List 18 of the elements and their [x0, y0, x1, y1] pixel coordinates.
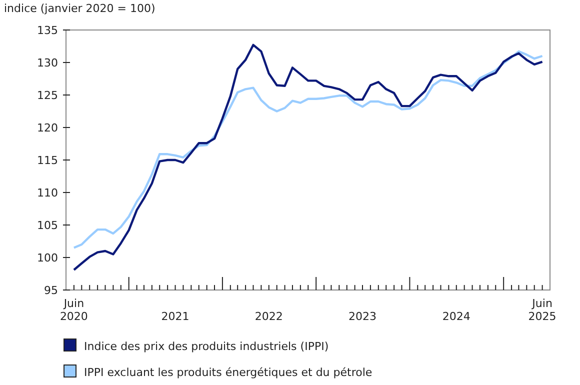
x-tick-label: 2021: [161, 310, 190, 324]
x-tick-label: 2024: [442, 310, 470, 324]
legend-label: Indice des prix des produits industriels (IPPI): [84, 340, 329, 353]
y-tick-label: 110: [37, 186, 58, 200]
y-tick-label: 105: [37, 218, 58, 232]
y-tick-label: 120: [37, 121, 58, 134]
y-tick-label: 130: [37, 56, 58, 70]
x-tick-label: 2023: [348, 310, 377, 324]
y-tick-label: 115: [37, 154, 58, 167]
y-tick-label: 100: [37, 251, 58, 264]
y-tick-label: 135: [37, 24, 58, 37]
x-tick-label: Juin 2025: [528, 297, 556, 324]
y-tick-label: 125: [37, 88, 58, 102]
x-tick-label: 2022: [254, 310, 283, 324]
x-tick-label: Juin 2020: [60, 297, 88, 324]
y-tick-label: 95: [44, 284, 58, 297]
y-axis-title: indice (janvier 2020 = 100): [4, 2, 156, 15]
legend-label: IPPI excluant les produits énergétiques et du pétrole: [84, 366, 372, 379]
